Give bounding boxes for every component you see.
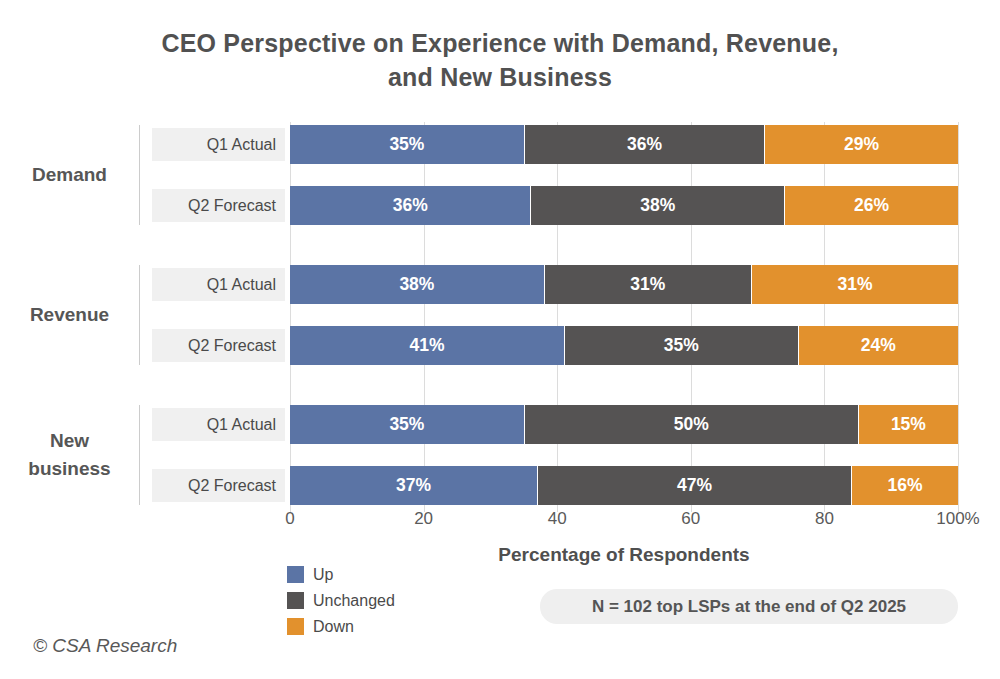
bar-segment-up: 38% [290,265,544,304]
bar-segment-down: 29% [764,125,958,164]
bar-segment-down: 15% [858,405,958,444]
legend-item-up: Up [287,566,395,583]
x-axis: 0 20 40 60 80 100% [290,509,958,531]
bar-segment-down: 26% [784,186,958,225]
x-tick-0: 0 [285,509,294,529]
gridline [958,122,959,512]
stacked-bar: 41%35%24% [290,326,958,365]
unchanged-swatch-icon [287,592,304,609]
x-tick-80: 80 [815,509,834,529]
chart-title-line1: CEO Perspective on Experience with Deman… [0,26,1000,60]
bar-row: Q2 Forecast36%38%26% [152,186,958,225]
row-label: Q2 Forecast [152,189,285,222]
sample-size-note: N = 102 top LSPs at the end of Q2 2025 [540,589,958,624]
stacked-bar: 35%50%15% [290,405,958,444]
group-label: Revenue [0,265,140,365]
group-rows: Q1 Actual35%36%29%Q2 Forecast36%38%26% [140,125,958,225]
row-label: Q1 Actual [152,128,285,161]
legend-item-unchanged: Unchanged [287,592,395,609]
bar-segment-unchanged: 31% [544,265,751,304]
chart-title-line2: and New Business [0,60,1000,94]
bar-row: Q1 Actual35%36%29% [152,125,958,164]
bar-segment-up: 41% [290,326,564,365]
group-rows: Q1 Actual35%50%15%Q2 Forecast37%47%16% [140,405,958,505]
legend-label-down: Down [313,618,354,636]
group-label: Demand [0,125,140,225]
bar-segment-unchanged: 38% [530,186,784,225]
legend-item-down: Down [287,618,395,635]
row-label: Q1 Actual [152,268,285,301]
x-tick-40: 40 [548,509,567,529]
stacked-bar: 36%38%26% [290,186,958,225]
bar-segment-up: 37% [290,466,537,505]
up-swatch-icon [287,566,304,583]
group-rows: Q1 Actual38%31%31%Q2 Forecast41%35%24% [140,265,958,365]
bar-segment-up: 36% [290,186,530,225]
stacked-bar: 38%31%31% [290,265,958,304]
stacked-bar: 37%47%16% [290,466,958,505]
bar-row: Q1 Actual35%50%15% [152,405,958,444]
row-label: Q1 Actual [152,408,285,441]
bar-segment-up: 35% [290,405,524,444]
bar-row: Q2 Forecast41%35%24% [152,326,958,365]
copyright-text: © CSA Research [33,635,177,657]
stacked-bar: 35%36%29% [290,125,958,164]
bar-segment-down: 24% [798,326,958,365]
x-tick-60: 60 [681,509,700,529]
legend: Up Unchanged Down [287,566,395,644]
legend-label-unchanged: Unchanged [313,592,395,610]
bar-segment-up: 35% [290,125,524,164]
stacked-bar-chart: DemandQ1 Actual35%36%29%Q2 Forecast36%38… [0,125,958,505]
chart-groups: DemandQ1 Actual35%36%29%Q2 Forecast36%38… [0,125,958,505]
chart-title: CEO Perspective on Experience with Deman… [0,26,1000,94]
bar-group: RevenueQ1 Actual38%31%31%Q2 Forecast41%3… [0,265,958,365]
bar-segment-unchanged: 35% [564,326,798,365]
legend-label-up: Up [313,566,333,584]
row-label: Q2 Forecast [152,469,285,502]
group-label: New business [0,405,140,505]
down-swatch-icon [287,618,304,635]
bar-segment-unchanged: 36% [524,125,764,164]
x-tick-20: 20 [414,509,433,529]
bar-segment-down: 31% [751,265,958,304]
bar-row: Q2 Forecast37%47%16% [152,466,958,505]
bar-group: New businessQ1 Actual35%50%15%Q2 Forecas… [0,405,958,505]
x-tick-100: 100% [936,509,979,529]
bar-segment-unchanged: 47% [537,466,851,505]
bar-group: DemandQ1 Actual35%36%29%Q2 Forecast36%38… [0,125,958,225]
x-axis-label: Percentage of Respondents [290,544,958,566]
row-label: Q2 Forecast [152,329,285,362]
bar-segment-unchanged: 50% [524,405,858,444]
bar-segment-down: 16% [851,466,958,505]
bar-row: Q1 Actual38%31%31% [152,265,958,304]
